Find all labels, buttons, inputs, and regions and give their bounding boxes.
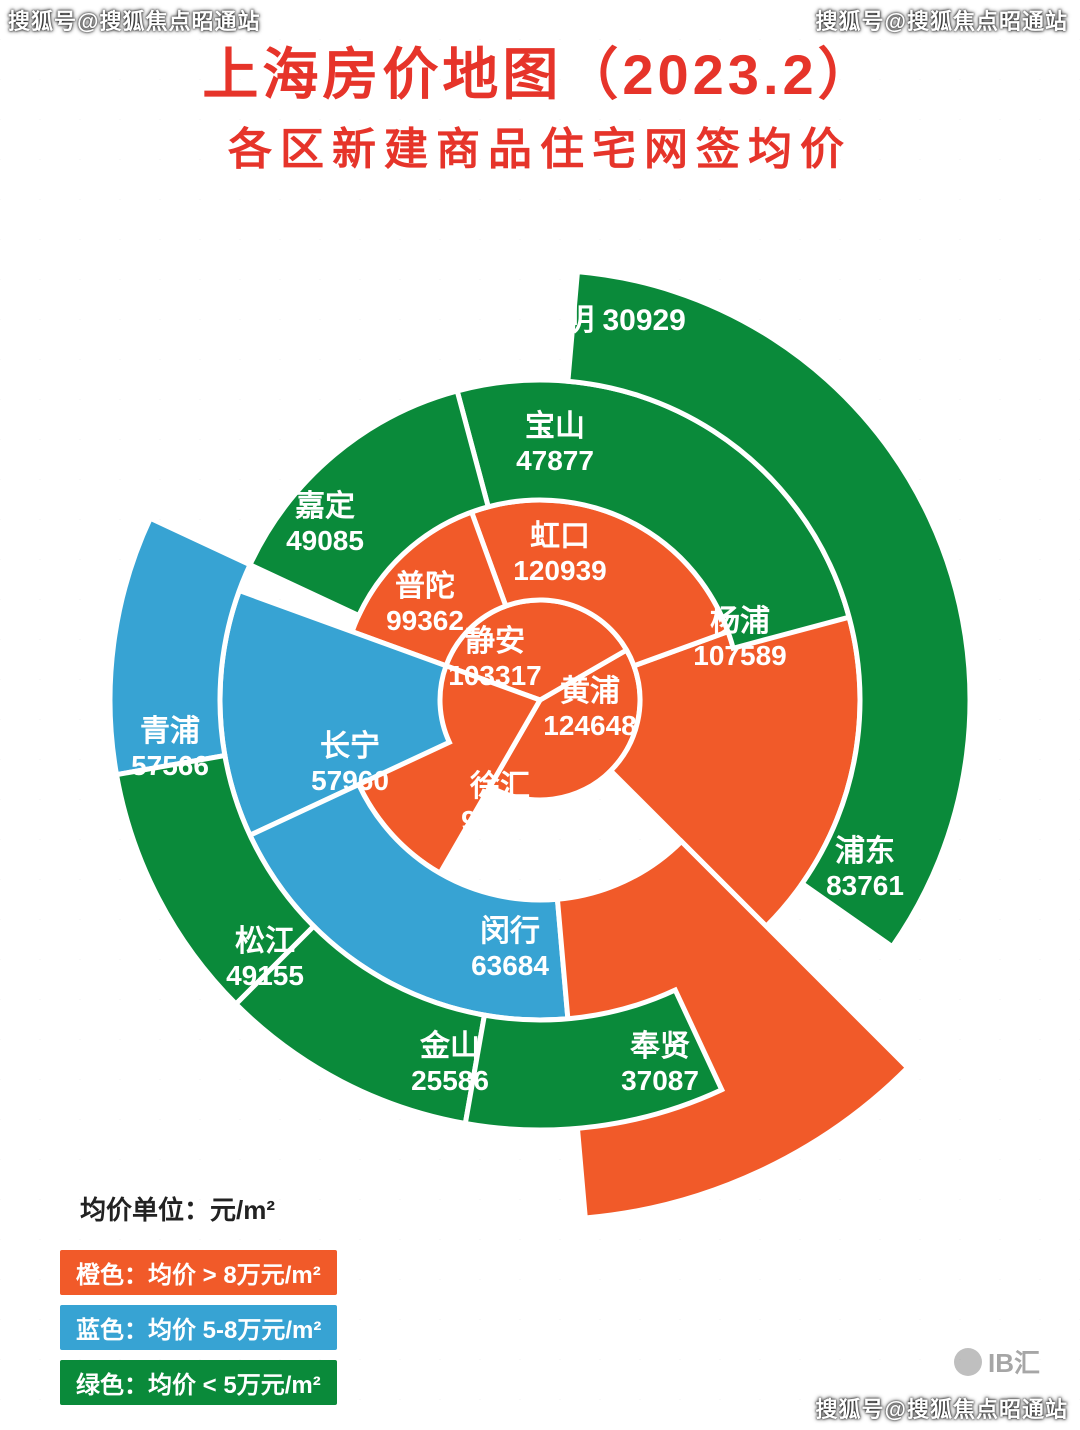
svg-text:虹口: 虹口 [530, 520, 590, 553]
segment-label-金山: 金山25586 [411, 1029, 489, 1096]
segment-label-宝山: 宝山47877 [516, 409, 594, 476]
svg-text:闵行: 闵行 [480, 915, 540, 948]
svg-text:浦东: 浦东 [835, 834, 895, 868]
svg-text:57566: 57566 [131, 750, 209, 781]
svg-text:松江: 松江 [235, 925, 295, 958]
segment-label-浦东: 浦东83761 [826, 834, 904, 901]
svg-text:长宁: 长宁 [320, 729, 380, 763]
legend-item-green: 绿色：均价 < 5万元/m² [60, 1360, 337, 1405]
svg-text:103317: 103317 [448, 660, 541, 691]
segment-label-长宁: 长宁57960 [311, 729, 389, 796]
svg-text:124648: 124648 [543, 710, 636, 741]
segment-label-嘉定: 嘉定49085 [286, 489, 364, 556]
svg-text:83761: 83761 [826, 870, 904, 901]
svg-text:120939: 120939 [513, 555, 606, 586]
svg-text:49085: 49085 [286, 525, 364, 556]
svg-text:99362: 99362 [386, 605, 464, 636]
svg-text:25586: 25586 [411, 1065, 489, 1096]
unit-label: 均价单位：元/m² [80, 1190, 275, 1227]
svg-text:宝山: 宝山 [525, 409, 585, 443]
title-sub: 各区新建商品住宅网签均价 [0, 113, 1080, 177]
legend: 橙色：均价 > 8万元/m² 蓝色：均价 5-8万元/m² 绿色：均价 < 5万… [60, 1250, 337, 1405]
title-block: 上海房价地图（2023.2） 各区新建商品住宅网签均价 [0, 30, 1080, 177]
svg-text:崇明 30929: 崇明 30929 [534, 304, 686, 337]
svg-text:57960: 57960 [311, 765, 389, 796]
svg-text:嘉定: 嘉定 [295, 489, 355, 523]
legend-item-orange: 橙色：均价 > 8万元/m² [60, 1250, 337, 1295]
watermark-bottom-right: 搜狐号@搜狐焦点昭通站 [816, 1392, 1068, 1424]
svg-text:92925: 92925 [461, 805, 539, 836]
svg-text:奉贤: 奉贤 [630, 1030, 690, 1063]
svg-text:107589: 107589 [693, 640, 786, 671]
segment-label-徐汇: 徐汇92925 [461, 769, 539, 836]
source-logo-text: IB汇 [988, 1343, 1040, 1380]
radial-chart: 黄浦124648 静安103317 徐汇92925 杨浦107589 虹口120939 普… [0, 180, 1080, 1240]
title-main: 上海房价地图（2023.2） [0, 30, 1080, 111]
svg-text:静安: 静安 [465, 625, 525, 658]
segment-label-崇明: 崇明 30929 [534, 304, 686, 337]
segment-label-普陀: 普陀99362 [386, 569, 464, 636]
svg-text:49155: 49155 [226, 960, 304, 991]
svg-text:普陀: 普陀 [395, 569, 455, 603]
source-logo-icon [954, 1348, 982, 1376]
legend-item-blue: 蓝色：均价 5-8万元/m² [60, 1305, 337, 1350]
svg-text:金山: 金山 [419, 1029, 480, 1063]
svg-text:黄浦: 黄浦 [560, 675, 620, 708]
svg-text:青浦: 青浦 [140, 715, 200, 748]
svg-text:杨浦: 杨浦 [710, 605, 770, 638]
svg-text:63684: 63684 [471, 950, 549, 981]
svg-text:37087: 37087 [621, 1065, 699, 1096]
source-logo: IB汇 [954, 1343, 1040, 1380]
svg-text:徐汇: 徐汇 [469, 769, 530, 803]
svg-text:47877: 47877 [516, 445, 594, 476]
